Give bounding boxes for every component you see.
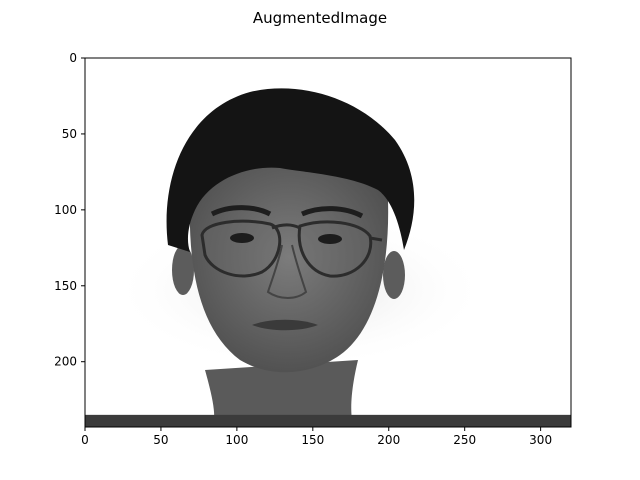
right-eye [318,234,342,244]
x-tick-label: 300 [529,433,552,447]
x-tick-label: 50 [153,433,168,447]
y-axis: 0 50 100 150 200 [54,51,85,369]
x-tick-label: 100 [225,433,248,447]
y-tick-label: 50 [62,127,77,141]
left-ear [172,245,194,295]
left-eye [230,233,254,243]
x-tick-label: 150 [301,433,324,447]
chart-title: AugmentedImage [253,9,387,27]
glasses-temple [370,238,382,240]
right-ear [383,251,405,299]
y-tick-label: 150 [54,279,77,293]
x-axis: 0 50 100 150 200 250 300 [81,427,552,447]
image-area [85,58,571,428]
bottom-band [85,415,571,428]
x-tick-label: 0 [81,433,89,447]
y-tick-label: 0 [69,51,77,65]
x-tick-label: 200 [377,433,400,447]
y-tick-label: 200 [54,355,77,369]
left-lens [202,221,280,276]
x-tick-label: 250 [453,433,476,447]
y-tick-label: 100 [54,203,77,217]
